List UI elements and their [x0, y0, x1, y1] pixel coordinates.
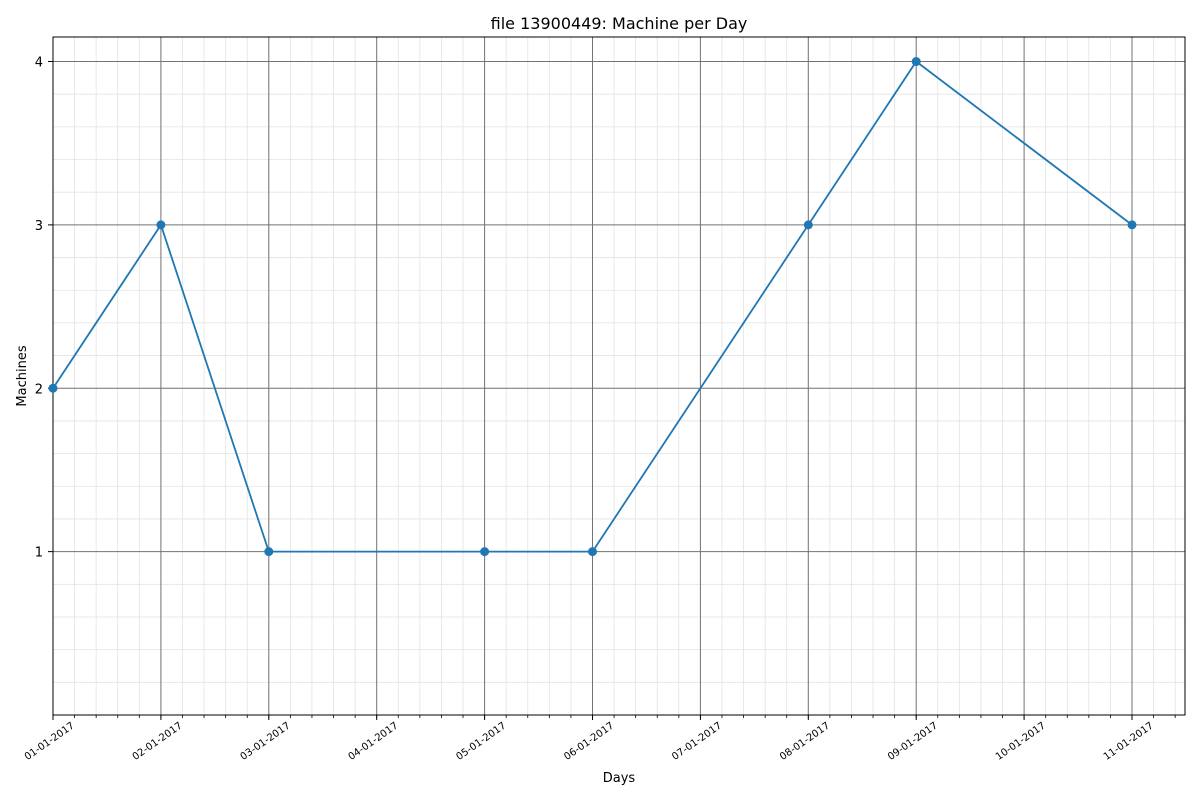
plot-frame — [52, 36, 1186, 716]
x-tick-label: 11-01-2017 — [1102, 720, 1156, 762]
x-tick-label: 05-01-2017 — [454, 720, 508, 762]
series-layer — [48, 57, 1137, 557]
data-point — [480, 547, 490, 557]
y-axis-ticks: 1 2 3 4 — [35, 56, 53, 561]
x-tick-label: 02-01-2017 — [131, 720, 185, 762]
data-point — [911, 57, 921, 67]
x-tick-label: 04-01-2017 — [346, 720, 400, 762]
x-axis-ticks: 01-01-2017 02-01-2017 03-01-2017 04-01-2017… — [23, 715, 1176, 763]
y-tick-label: 3 — [35, 219, 43, 234]
series-line — [52, 60, 1133, 553]
data-point — [48, 383, 58, 393]
x-tick-label: 06-01-2017 — [562, 720, 616, 762]
data-point — [156, 220, 166, 230]
data-point — [264, 547, 274, 557]
x-tick-label: 07-01-2017 — [670, 720, 724, 762]
y-tick-label: 2 — [35, 382, 43, 397]
x-tick-label: 10-01-2017 — [994, 720, 1048, 762]
x-tick-label: 09-01-2017 — [886, 720, 940, 762]
minor-grid — [52, 37, 1185, 715]
data-point — [803, 220, 813, 230]
data-point — [1127, 220, 1137, 230]
x-tick-label: 01-01-2017 — [23, 720, 77, 762]
y-tick-label: 4 — [35, 56, 43, 71]
major-grid — [52, 37, 1185, 715]
x-tick-label: 03-01-2017 — [239, 720, 293, 762]
chart-title: file 13900449: Machine per Day — [491, 14, 748, 33]
y-axis-label: Machines — [15, 345, 30, 406]
y-tick-label: 1 — [35, 546, 43, 561]
x-tick-label: 08-01-2017 — [778, 720, 832, 762]
data-point — [588, 547, 597, 557]
x-axis-label: Days — [603, 771, 636, 786]
